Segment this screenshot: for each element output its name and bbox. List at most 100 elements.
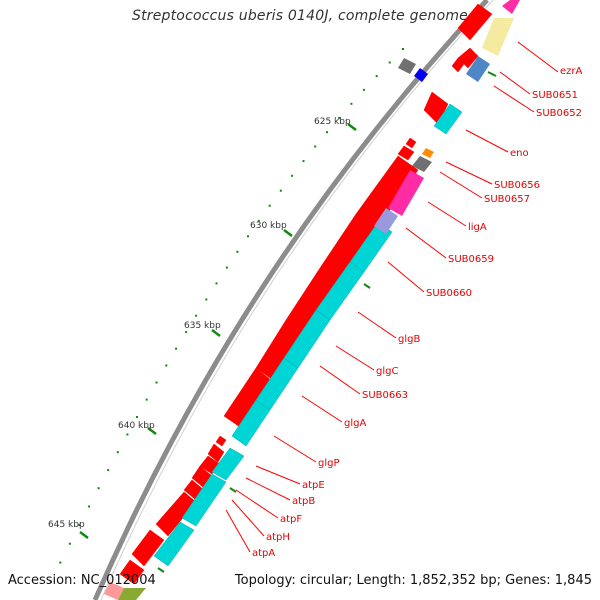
minor-tick bbox=[205, 298, 208, 301]
scale-labels: 625 kbp 630 kbp 635 kbp 640 kbp 645 kbp bbox=[48, 117, 351, 530]
gene-label-SUB0656: SUB0656 bbox=[494, 180, 540, 191]
scale-label-625: 625 kbp bbox=[314, 117, 351, 127]
gene-label-ligA: ligA bbox=[468, 222, 487, 233]
minor-tick bbox=[136, 416, 138, 418]
minor-tick bbox=[49, 580, 52, 583]
gene-label-SUB0651: SUB0651 bbox=[532, 90, 578, 101]
minor-tick bbox=[88, 505, 91, 508]
minor-tick bbox=[195, 314, 198, 317]
gene-arrow bbox=[211, 447, 245, 481]
leader-line bbox=[301, 395, 343, 423]
minor-tick bbox=[116, 451, 119, 454]
gene-arrow bbox=[119, 559, 145, 585]
gene-label-atpF: atpF bbox=[280, 514, 302, 525]
scale-label-635: 635 kbp bbox=[184, 321, 221, 331]
scale-label-640: 640 kbp bbox=[118, 421, 155, 431]
gene-arrow bbox=[482, 18, 514, 56]
minor-tick bbox=[279, 189, 282, 192]
leader-line bbox=[465, 129, 509, 153]
feature-tick bbox=[157, 567, 165, 573]
minor-tick bbox=[375, 75, 378, 78]
gene-arrow bbox=[397, 145, 415, 161]
minor-tick bbox=[155, 381, 158, 384]
minor-tick bbox=[165, 364, 168, 367]
genome-summary-text: Topology: circular; Length: 1,852,352 bp… bbox=[234, 573, 592, 588]
leader-line bbox=[231, 499, 265, 537]
minor-tick bbox=[338, 116, 341, 119]
minor-tick bbox=[314, 145, 317, 148]
forward-strand-genes bbox=[119, 3, 493, 585]
leader-line bbox=[439, 171, 483, 199]
gene-arrow bbox=[457, 3, 493, 41]
minor-tick bbox=[268, 204, 271, 207]
gene-arrow bbox=[398, 58, 416, 74]
scale-label-630: 630 kbp bbox=[250, 221, 287, 231]
leader-line bbox=[255, 465, 301, 485]
leader-line bbox=[357, 311, 397, 339]
gene-arrow bbox=[231, 399, 271, 447]
scale-label-645: 645 kbp bbox=[48, 520, 85, 530]
leader-line bbox=[225, 509, 251, 553]
minor-tick bbox=[402, 48, 404, 50]
minor-tick bbox=[185, 331, 188, 334]
gene-arrow bbox=[451, 57, 465, 73]
gene-label-atpE: atpE bbox=[302, 480, 325, 491]
minor-tick bbox=[350, 102, 353, 105]
gene-label-SUB0652: SUB0652 bbox=[536, 108, 582, 119]
gene-arrow bbox=[433, 103, 463, 135]
gene-label-atpH: atpH bbox=[266, 532, 290, 543]
minor-tick bbox=[362, 88, 365, 91]
scale-tick bbox=[283, 229, 293, 237]
gene-label-atpB: atpB bbox=[292, 496, 315, 507]
leader-line bbox=[335, 345, 375, 371]
feature-tick bbox=[487, 71, 497, 77]
gene-arrow bbox=[405, 137, 417, 149]
minor-tick bbox=[291, 174, 294, 177]
gene-label-glgC: glgC bbox=[376, 366, 398, 377]
leader-line bbox=[427, 201, 467, 227]
misc-features bbox=[104, 0, 520, 600]
gene-arrow bbox=[502, 0, 520, 14]
leader-line bbox=[499, 71, 531, 95]
scale-tick bbox=[147, 427, 157, 435]
gene-label-ezrA: ezrA bbox=[560, 66, 583, 77]
gene-label-SUB0659: SUB0659 bbox=[448, 254, 494, 265]
gene-arrow bbox=[422, 148, 434, 158]
scale-tick bbox=[347, 123, 357, 131]
gene-label-glgB: glgB bbox=[398, 334, 420, 345]
leader-line bbox=[273, 435, 317, 463]
minor-tick bbox=[97, 487, 100, 490]
minor-tick bbox=[247, 235, 249, 238]
genome-backbone bbox=[92, 0, 489, 600]
minor-tick bbox=[68, 542, 71, 545]
label-leaders bbox=[225, 41, 559, 553]
minor-tick bbox=[78, 524, 81, 526]
gene-arrow bbox=[414, 68, 428, 82]
gene-arrow bbox=[466, 56, 490, 82]
leader-line bbox=[493, 85, 535, 113]
leader-line bbox=[319, 365, 361, 395]
feature-tick bbox=[363, 283, 371, 289]
gene-label-SUB0657: SUB0657 bbox=[484, 194, 530, 205]
gene-arrow bbox=[104, 582, 124, 600]
gene-label-eno: eno bbox=[510, 148, 529, 159]
accession-text: Accession: NC_012004 bbox=[8, 573, 156, 588]
feature-tick bbox=[229, 487, 237, 493]
scale-ticks bbox=[79, 123, 357, 539]
minor-tick bbox=[145, 398, 148, 401]
minor-tick bbox=[388, 61, 391, 64]
minor-tick bbox=[257, 219, 260, 222]
minor-tick bbox=[215, 282, 218, 285]
gene-label-glgA: glgA bbox=[344, 418, 366, 429]
leader-line bbox=[245, 477, 291, 501]
minor-tick bbox=[302, 160, 305, 163]
gene-arrow bbox=[153, 521, 195, 567]
gene-arrow bbox=[374, 208, 398, 234]
minor-tick-ring bbox=[49, 48, 404, 583]
gene-arrow bbox=[181, 473, 227, 527]
minor-tick bbox=[126, 433, 129, 436]
scale-tick bbox=[211, 329, 221, 337]
leader-line bbox=[445, 161, 493, 185]
gene-arrow bbox=[207, 443, 225, 463]
gene-arrow bbox=[388, 170, 424, 216]
